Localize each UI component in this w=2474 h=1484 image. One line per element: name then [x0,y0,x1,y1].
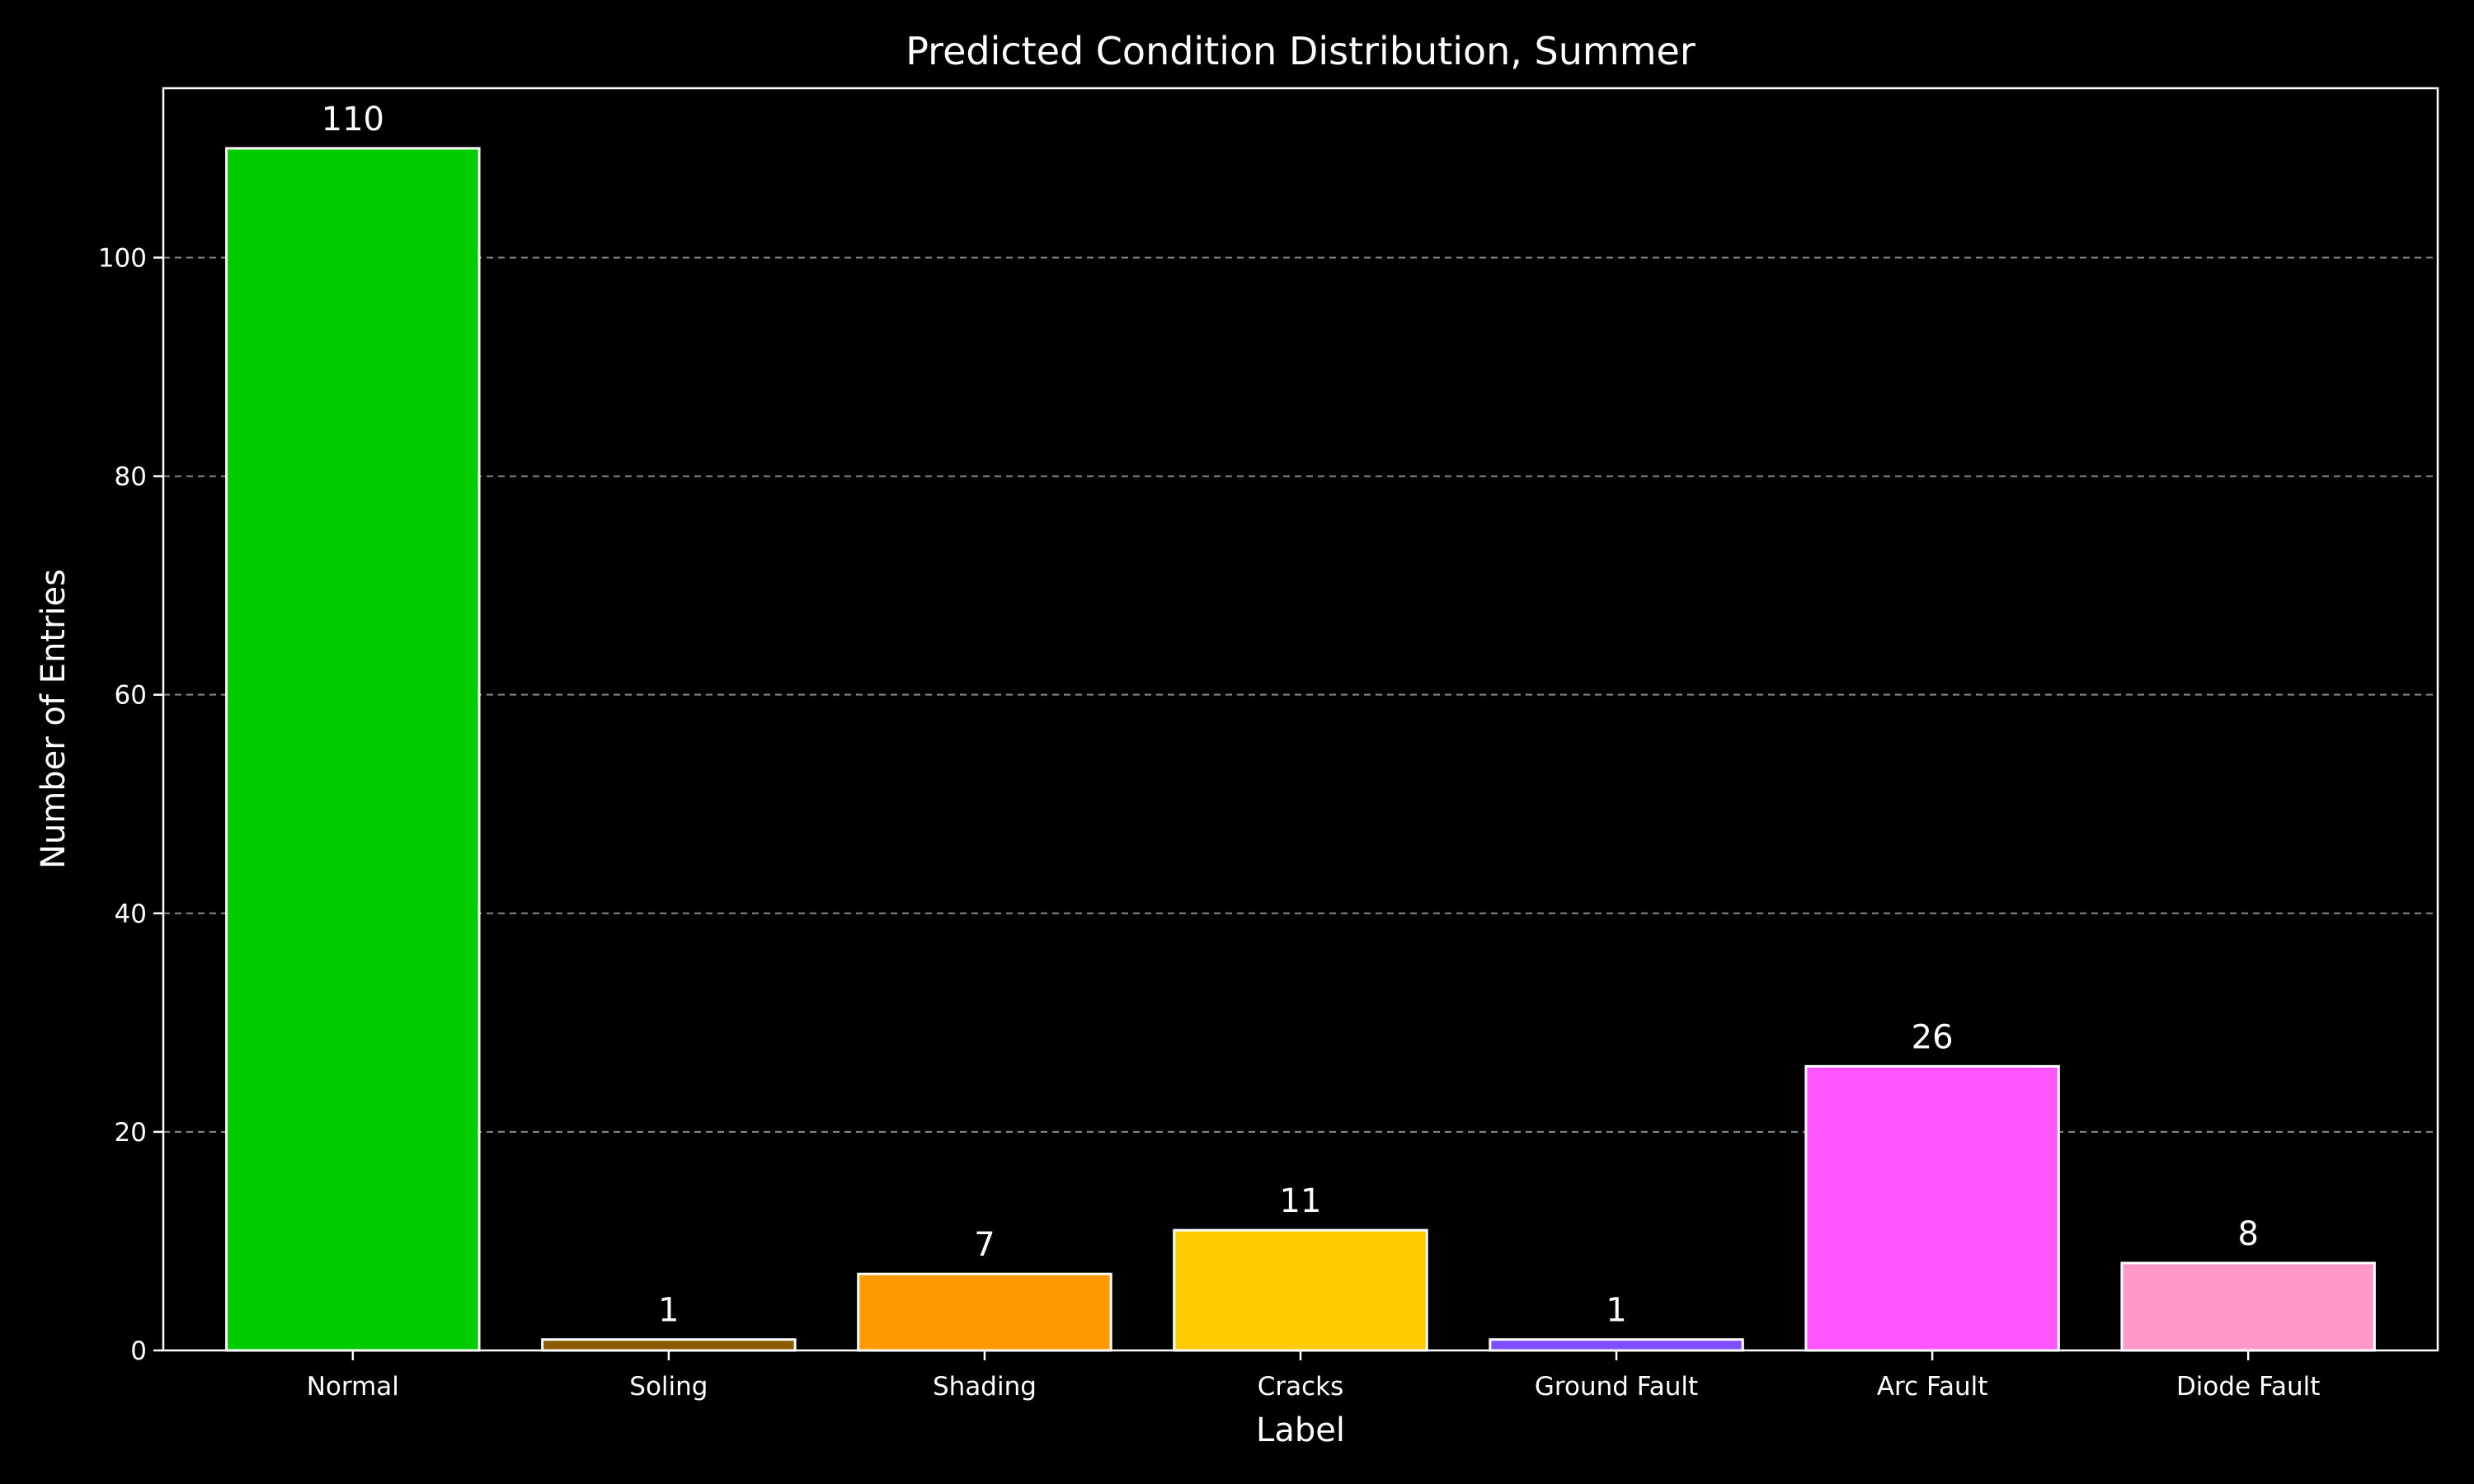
bar-value-label: 110 [322,101,384,139]
y-axis-ticks: 0 20 40 60 80 100 [98,243,163,1366]
bars [225,147,2376,1352]
bar-cracks [1173,1228,1428,1352]
y-tick-label: 60 [115,681,147,711]
x-axis-label: Label [1256,1411,1345,1449]
x-tick-label: Arc Fault [1877,1372,1988,1402]
bar-soling [541,1338,797,1352]
y-tick-label: 40 [115,899,147,929]
bar-ground-fault [1489,1338,1744,1352]
y-tick-label: 20 [115,1118,147,1148]
x-tick-label: Shading [933,1372,1037,1402]
x-axis-ticks: Normal Soling Shading Cracks Ground Fault Arc… [307,1350,2320,1402]
chart-title: Predicted Condition Distribution, Summer [905,29,1696,73]
y-tick-label: 0 [130,1336,147,1366]
y-tick-label: 100 [98,243,147,273]
x-tick-label: Cracks [1258,1372,1344,1402]
x-tick-label: Normal [307,1372,399,1402]
bar-arc-fault [1804,1064,2060,1352]
x-tick-label: Diode Fault [2176,1372,2320,1402]
bar-value-label: 1 [1606,1292,1626,1330]
x-tick-label: Soling [629,1372,708,1402]
bar-value-label: 1 [658,1292,679,1330]
y-tick-label: 80 [115,463,147,492]
bar-shading [857,1272,1112,1352]
y-axis-label: Number of Entries [35,569,73,869]
bar-normal [225,147,481,1352]
bar-value-label: 8 [2237,1215,2258,1253]
bar-value-label: 7 [974,1226,995,1264]
bar-value-label: 26 [1912,1018,1954,1056]
bar-diode-fault [2120,1261,2376,1352]
x-tick-label: Ground Fault [1535,1372,1698,1402]
bar-value-label: 11 [1280,1182,1322,1220]
